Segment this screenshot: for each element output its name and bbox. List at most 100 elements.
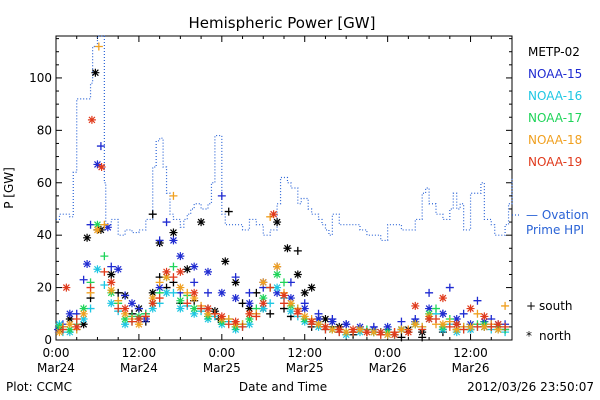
north-point-mark (231, 278, 240, 287)
north-point (480, 322, 489, 331)
north-point (259, 278, 268, 287)
north-point-mark (286, 294, 295, 303)
south-point (197, 304, 206, 313)
north-point (283, 244, 292, 253)
north-point-mark (259, 278, 268, 287)
south-point (224, 207, 233, 216)
south-point (204, 288, 212, 297)
north-point (286, 294, 295, 303)
north-point (54, 325, 63, 334)
north-point (121, 315, 130, 324)
north-point (342, 320, 351, 329)
north-point-mark (134, 315, 143, 324)
south-point (100, 220, 109, 229)
north-point-mark (107, 299, 116, 308)
north-point-mark (480, 322, 489, 331)
south-point-mark (96, 142, 105, 151)
y-axis-label: P [GW] (2, 167, 16, 209)
north-point (376, 328, 385, 337)
south-point-mark (148, 210, 157, 219)
south-point (100, 280, 109, 289)
south-point-mark (79, 275, 88, 284)
north-point-mark (148, 299, 157, 308)
north-point-mark (190, 294, 199, 303)
north-point (83, 233, 92, 242)
ovation-legend-line2: Prime HPI (526, 223, 584, 237)
south-point-mark (397, 317, 406, 326)
north-point-mark (466, 304, 475, 313)
north-point-mark (83, 233, 92, 242)
north-point (217, 312, 226, 321)
south-point-mark (280, 278, 288, 287)
south-point (501, 322, 510, 331)
south-point-mark (183, 288, 192, 297)
south-point (473, 309, 482, 318)
south-point-mark (418, 325, 427, 334)
x-tick-label-time: 12:00 (453, 346, 488, 360)
north-point (107, 278, 116, 287)
north-point-mark (134, 320, 143, 329)
south-point-mark (224, 207, 233, 216)
north-point (321, 322, 330, 331)
north-point (245, 309, 254, 318)
north-point (65, 320, 74, 329)
south-point-mark (100, 267, 109, 276)
north-point (293, 270, 302, 279)
south-point (190, 278, 199, 287)
north-point-mark (169, 228, 178, 237)
north-point (176, 304, 185, 313)
north-point-mark (362, 328, 371, 337)
north-point-mark (283, 244, 292, 253)
north-point-mark (83, 260, 92, 268)
north-point (162, 267, 171, 276)
south-point (231, 273, 240, 282)
north-point (107, 270, 116, 279)
south-point (473, 296, 482, 305)
north-point-mark (176, 252, 185, 261)
south-point-mark (432, 315, 440, 324)
south-point-mark (162, 218, 171, 227)
north-point-mark (438, 294, 447, 303)
north-point-mark (121, 309, 130, 318)
north-point (273, 288, 282, 297)
north-point (438, 309, 447, 318)
south-point (169, 191, 178, 200)
north-point-mark (480, 312, 489, 321)
south-point-mark (245, 288, 254, 297)
legend-entry-metp-02: METP-02 (528, 45, 580, 59)
north-point (411, 301, 420, 310)
north-point (79, 304, 88, 313)
north-point (103, 223, 112, 232)
south-point (425, 288, 434, 297)
north-point-mark (65, 320, 74, 329)
north-point-mark (190, 262, 199, 271)
south-point (72, 315, 81, 324)
south-point-mark (169, 191, 178, 200)
north-point-mark (79, 320, 88, 329)
south-point (252, 288, 261, 297)
south-point-mark (473, 296, 482, 305)
south-point (107, 262, 116, 271)
north-point-mark (411, 320, 420, 329)
north-point (404, 328, 413, 337)
north-point-mark (342, 328, 351, 337)
south-point (280, 278, 288, 287)
north-point-mark (204, 309, 212, 318)
north-point-mark (411, 301, 420, 310)
north-point-mark (273, 262, 282, 271)
north-point-mark (176, 267, 185, 276)
north-point (438, 294, 447, 303)
north-point (204, 309, 212, 318)
north-point (148, 288, 157, 297)
north-point (452, 325, 461, 334)
north-point (162, 288, 171, 297)
south-point-mark (487, 322, 496, 331)
north-point (269, 210, 278, 219)
north-point-mark (293, 307, 302, 316)
south-point-mark (252, 312, 261, 321)
north-point-mark (259, 304, 268, 313)
north-point (190, 304, 199, 313)
south-point-mark (252, 288, 261, 297)
south-point-mark (459, 309, 468, 318)
south-point-mark (425, 288, 434, 297)
